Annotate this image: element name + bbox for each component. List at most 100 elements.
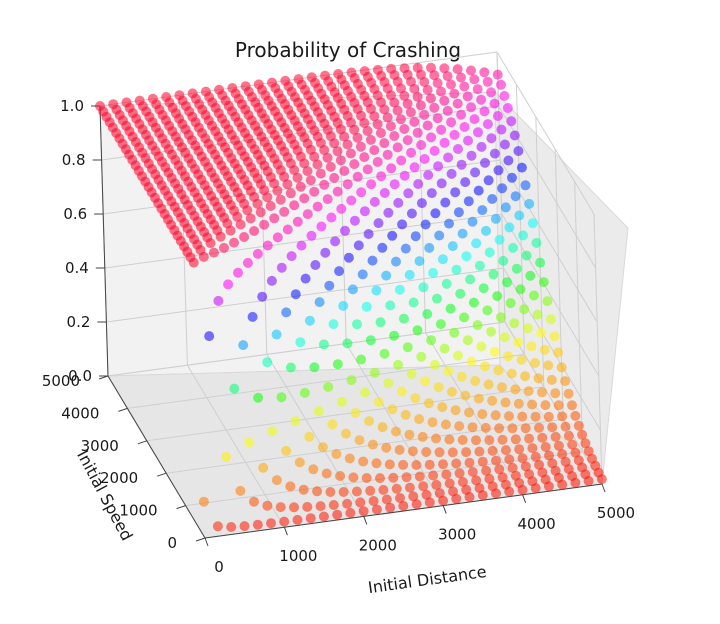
scatter-point-18-18 — [372, 157, 383, 167]
z-tick-label-3: 0.6 — [63, 205, 87, 223]
scatter-point-25-23 — [449, 129, 460, 140]
scatter-point-26-22 — [466, 150, 477, 161]
scatter-point-9-5 — [299, 387, 310, 398]
scatter-point-7-6 — [266, 275, 277, 286]
scatter-point-3-1 — [235, 485, 246, 496]
scatter-point-21-21 — [402, 135, 413, 146]
scatter-point-27-7 — [534, 422, 544, 433]
scatter-point-18-15 — [383, 207, 394, 218]
scatter-point-27-19 — [490, 213, 501, 224]
y-axis-line — [107, 375, 206, 539]
scatter-point-16-6 — [391, 426, 401, 437]
scatter-point-30-11 — [560, 376, 571, 387]
scatter-point-3-4 — [219, 242, 229, 253]
scatter-point-26-7 — [520, 423, 531, 434]
scatter-point-30-14 — [549, 331, 560, 342]
scatter-point-22-24 — [405, 107, 416, 118]
scatter-point-19-15 — [397, 219, 408, 230]
scatter-point-16-7 — [387, 404, 398, 415]
scatter-point-12-8 — [328, 319, 339, 330]
scatter-point-14-13 — [336, 203, 347, 214]
scatter-point-10-7 — [304, 315, 315, 326]
grid-right-z-1 — [502, 267, 601, 431]
z-tick-label-5: 1.0 — [60, 97, 84, 115]
scatter-point-30-22 — [520, 180, 531, 191]
scatter-point-30-13 — [553, 347, 564, 358]
y-tick-label-2: 2000 — [100, 469, 138, 487]
scatter-point-9-7 — [290, 289, 301, 300]
scatter-point-3-0 — [239, 521, 250, 532]
scatter-point-1-2 — [198, 251, 209, 262]
scatter-point-26-18 — [481, 225, 491, 236]
scatter-point-25-21 — [456, 159, 467, 170]
scatter-point-26-27 — [449, 88, 460, 99]
scatter-point-30-18 — [535, 257, 546, 268]
scatter-point-21-7 — [454, 421, 465, 432]
y-tick-label-0: 0 — [167, 534, 177, 552]
scatter-point-9-8 — [286, 251, 297, 262]
scatter-point-13-13 — [322, 194, 333, 205]
scatter-point-23-17 — [444, 218, 454, 229]
scatter-point-17-18 — [359, 152, 370, 163]
scatter-point-16-15 — [356, 187, 367, 198]
y-tick-label-4: 4000 — [61, 404, 99, 422]
scatter-point-12-15 — [302, 166, 313, 177]
scatter-point-10-0 — [332, 509, 343, 520]
scatter-point-22-6 — [471, 435, 481, 446]
scatter-point-29-17 — [525, 270, 536, 281]
scatter-point-10-6 — [309, 362, 320, 373]
scatter-point-29-25 — [496, 124, 507, 135]
scatter-point-10-11 — [289, 200, 300, 211]
scatter-point-6-7 — [249, 226, 260, 236]
scatter-point-13-1 — [368, 496, 379, 506]
scatter-point-18-8 — [410, 393, 421, 404]
scatter-point-25-15 — [478, 283, 489, 294]
scatter-point-29-21 — [510, 191, 521, 202]
scatter-point-1-0 — [212, 521, 223, 532]
scatter-point-26-13 — [499, 332, 510, 343]
scatter-point-24-14 — [468, 297, 479, 308]
scatter-point-25-16 — [474, 260, 485, 271]
scatter-point-10-2 — [325, 487, 336, 497]
scatter-point-17-21 — [349, 124, 360, 135]
grid-right-y-2 — [554, 149, 564, 420]
scatter-point-24-5 — [500, 445, 511, 456]
scatter-point-22-3 — [481, 465, 492, 476]
scatter-point-30-24 — [513, 146, 524, 156]
scatter-point-21-25 — [389, 97, 400, 108]
scatter-point-4-1 — [249, 496, 259, 507]
scatter-point-9-10 — [279, 206, 290, 217]
scatter-point-25-27 — [436, 86, 446, 97]
scatter-point-16-5 — [394, 444, 405, 455]
scatter-point-15-2 — [391, 483, 402, 494]
scatter-point-7-9 — [255, 207, 266, 218]
x-tick-mark-1 — [283, 527, 288, 536]
scatter-point-8-11 — [262, 192, 273, 203]
scatter-point-16-10 — [375, 317, 386, 328]
scatter-point-28-29 — [469, 74, 480, 85]
scatter-point-16-0 — [411, 499, 422, 510]
scatter-point-17-1 — [421, 489, 432, 500]
scatter-point-30-0 — [596, 474, 607, 485]
scatter-point-26-11 — [506, 368, 517, 379]
scatter-point-30-4 — [583, 446, 594, 457]
grid-back-z-1 — [106, 267, 504, 323]
scatter-point-15-5 — [381, 442, 392, 453]
scatter-point-14-15 — [329, 172, 340, 183]
scatter-point-21-20 — [406, 147, 417, 158]
scatter-point-18-2 — [431, 479, 442, 490]
scatter-point-26-20 — [473, 185, 484, 196]
scatter-point-28-26 — [479, 106, 490, 117]
scatter-point-30-27 — [502, 103, 513, 113]
scatter-point-4-0 — [252, 519, 263, 530]
scatter-point-18-7 — [414, 414, 425, 425]
scatter-point-23-20 — [433, 161, 444, 172]
scatter-point-10-10 — [292, 216, 303, 227]
scatter-point-24-8 — [490, 410, 501, 421]
scatter-point-17-0 — [424, 497, 435, 508]
scatter-point-19-8 — [423, 398, 434, 409]
scatter-point-12-16 — [299, 158, 310, 169]
scatter-point-29-27 — [489, 98, 500, 109]
scatter-point-27-12 — [516, 354, 527, 365]
scatter-point-16-4 — [398, 459, 409, 470]
